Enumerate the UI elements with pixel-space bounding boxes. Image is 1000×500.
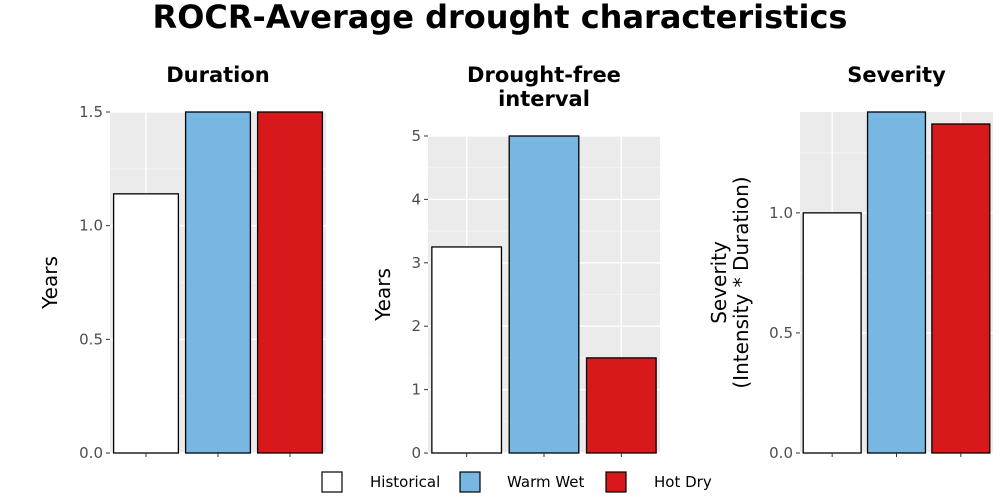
y-tick-label: 0.5 — [769, 324, 793, 342]
legend: Historical Warm Wet Hot Dry — [321, 471, 712, 493]
y-tick-label: 1.0 — [769, 204, 793, 222]
y-axis-label: Years — [38, 256, 62, 310]
bar-warm-wet — [508, 135, 580, 454]
y-tick-label: 0.5 — [79, 330, 103, 348]
bar-warm-wet — [866, 111, 927, 454]
main-title: ROCR-Average drought characteristics — [153, 0, 848, 36]
panel-3: 0.0 0.5 1.0 Severity Severity(Intensity * Du… — [707, 63, 993, 462]
bar-historical — [802, 212, 862, 454]
panel-2: 0 1 2 3 4 5 Drought-free interval Years — [371, 63, 660, 462]
bar-hot-dry — [931, 123, 991, 454]
legend-key-warm-wet — [459, 471, 481, 493]
legend-key-hot-dry — [605, 471, 627, 493]
bar-hot-dry — [256, 111, 324, 454]
y-tick-label: 2 — [411, 317, 421, 335]
y-tick-label: 5 — [411, 127, 421, 145]
panel-title: Duration — [166, 63, 270, 87]
y-tick-label: 0 — [411, 444, 421, 462]
bar-warm-wet — [184, 111, 252, 454]
y-tick-label: 1.5 — [79, 103, 103, 121]
panel-title: Severity — [847, 63, 946, 87]
y-tick-label: 0.0 — [769, 444, 793, 462]
y-axis-label: Years — [371, 268, 395, 322]
y-tick-label: 0.0 — [79, 444, 103, 462]
legend-label: Hot Dry — [654, 473, 712, 491]
panel-1: 0.0 0.5 1.0 1.5 Duration Years — [38, 63, 326, 462]
legend-label: Warm Wet — [507, 473, 585, 491]
y-tick-label: 4 — [411, 190, 421, 208]
bar-historical — [431, 246, 503, 454]
panels: 0.0 0.5 1.0 1.5 Duration Years 0 1 2 3 4 5 Drought-f… — [38, 63, 993, 462]
y-axis-label: Severity(Intensity * Duration) — [707, 176, 753, 388]
y-tick-label: 3 — [411, 254, 421, 272]
panel-title: Drought-free interval — [467, 63, 621, 111]
legend-key-historical — [321, 471, 343, 493]
bar-historical — [112, 193, 180, 454]
y-tick-label: 1.0 — [79, 217, 103, 235]
bar-hot-dry — [585, 357, 657, 454]
legend-label: Historical — [370, 473, 440, 491]
y-tick-label: 1 — [411, 381, 421, 399]
